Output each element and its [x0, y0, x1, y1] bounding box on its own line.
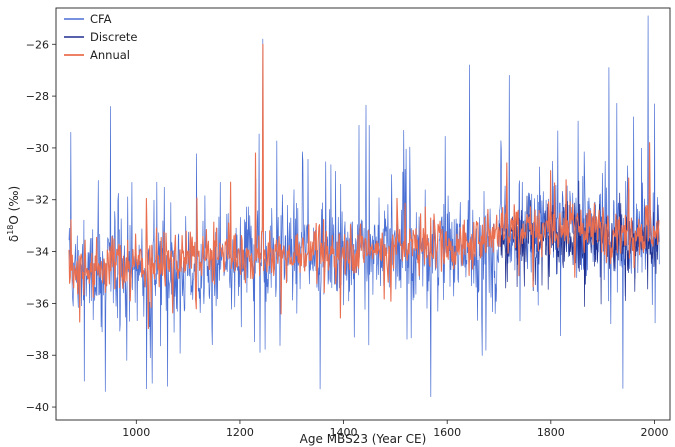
x-tick-label: 2000	[640, 426, 668, 439]
series-cfa-line	[68, 15, 660, 398]
y-tick-label: −36	[26, 297, 49, 310]
y-axis-label-pre: δ	[7, 235, 21, 242]
plot-frame	[55, 7, 671, 421]
y-tick-label: −30	[26, 142, 49, 155]
y-axis-label-post: O (‰)	[7, 186, 21, 225]
x-tick-label: 1800	[537, 426, 565, 439]
plot-lines	[68, 15, 660, 398]
y-axis: −40 −38 −36 −34 −32 −30 −28 −26	[26, 38, 56, 414]
legend-label-discrete: Discrete	[90, 30, 138, 44]
y-tick-label: −28	[26, 90, 49, 103]
y-axis-label: δ18O (‰)	[6, 186, 21, 242]
legend-label-annual: Annual	[90, 48, 130, 62]
x-axis-label: Age MBS23 (Year CE)	[300, 432, 427, 446]
y-tick-label: −34	[26, 246, 49, 259]
y-tick-label: −40	[26, 401, 49, 414]
y-tick-label: −38	[26, 349, 49, 362]
x-tick-label: 1600	[433, 426, 461, 439]
series-annual-line	[68, 43, 660, 330]
x-tick-label: 1400	[330, 426, 358, 439]
x-tick-label: 1200	[226, 426, 254, 439]
y-tick-label: −26	[26, 38, 49, 51]
legend-label-cfa: CFA	[90, 12, 112, 26]
legend: CFA Discrete Annual	[64, 12, 138, 62]
x-tick-label: 1000	[122, 426, 150, 439]
y-axis-label-sup: 18	[6, 225, 15, 235]
x-axis: 1000 1200 1400 1600 1800 2000	[122, 420, 668, 439]
y-tick-label: −32	[26, 194, 49, 207]
